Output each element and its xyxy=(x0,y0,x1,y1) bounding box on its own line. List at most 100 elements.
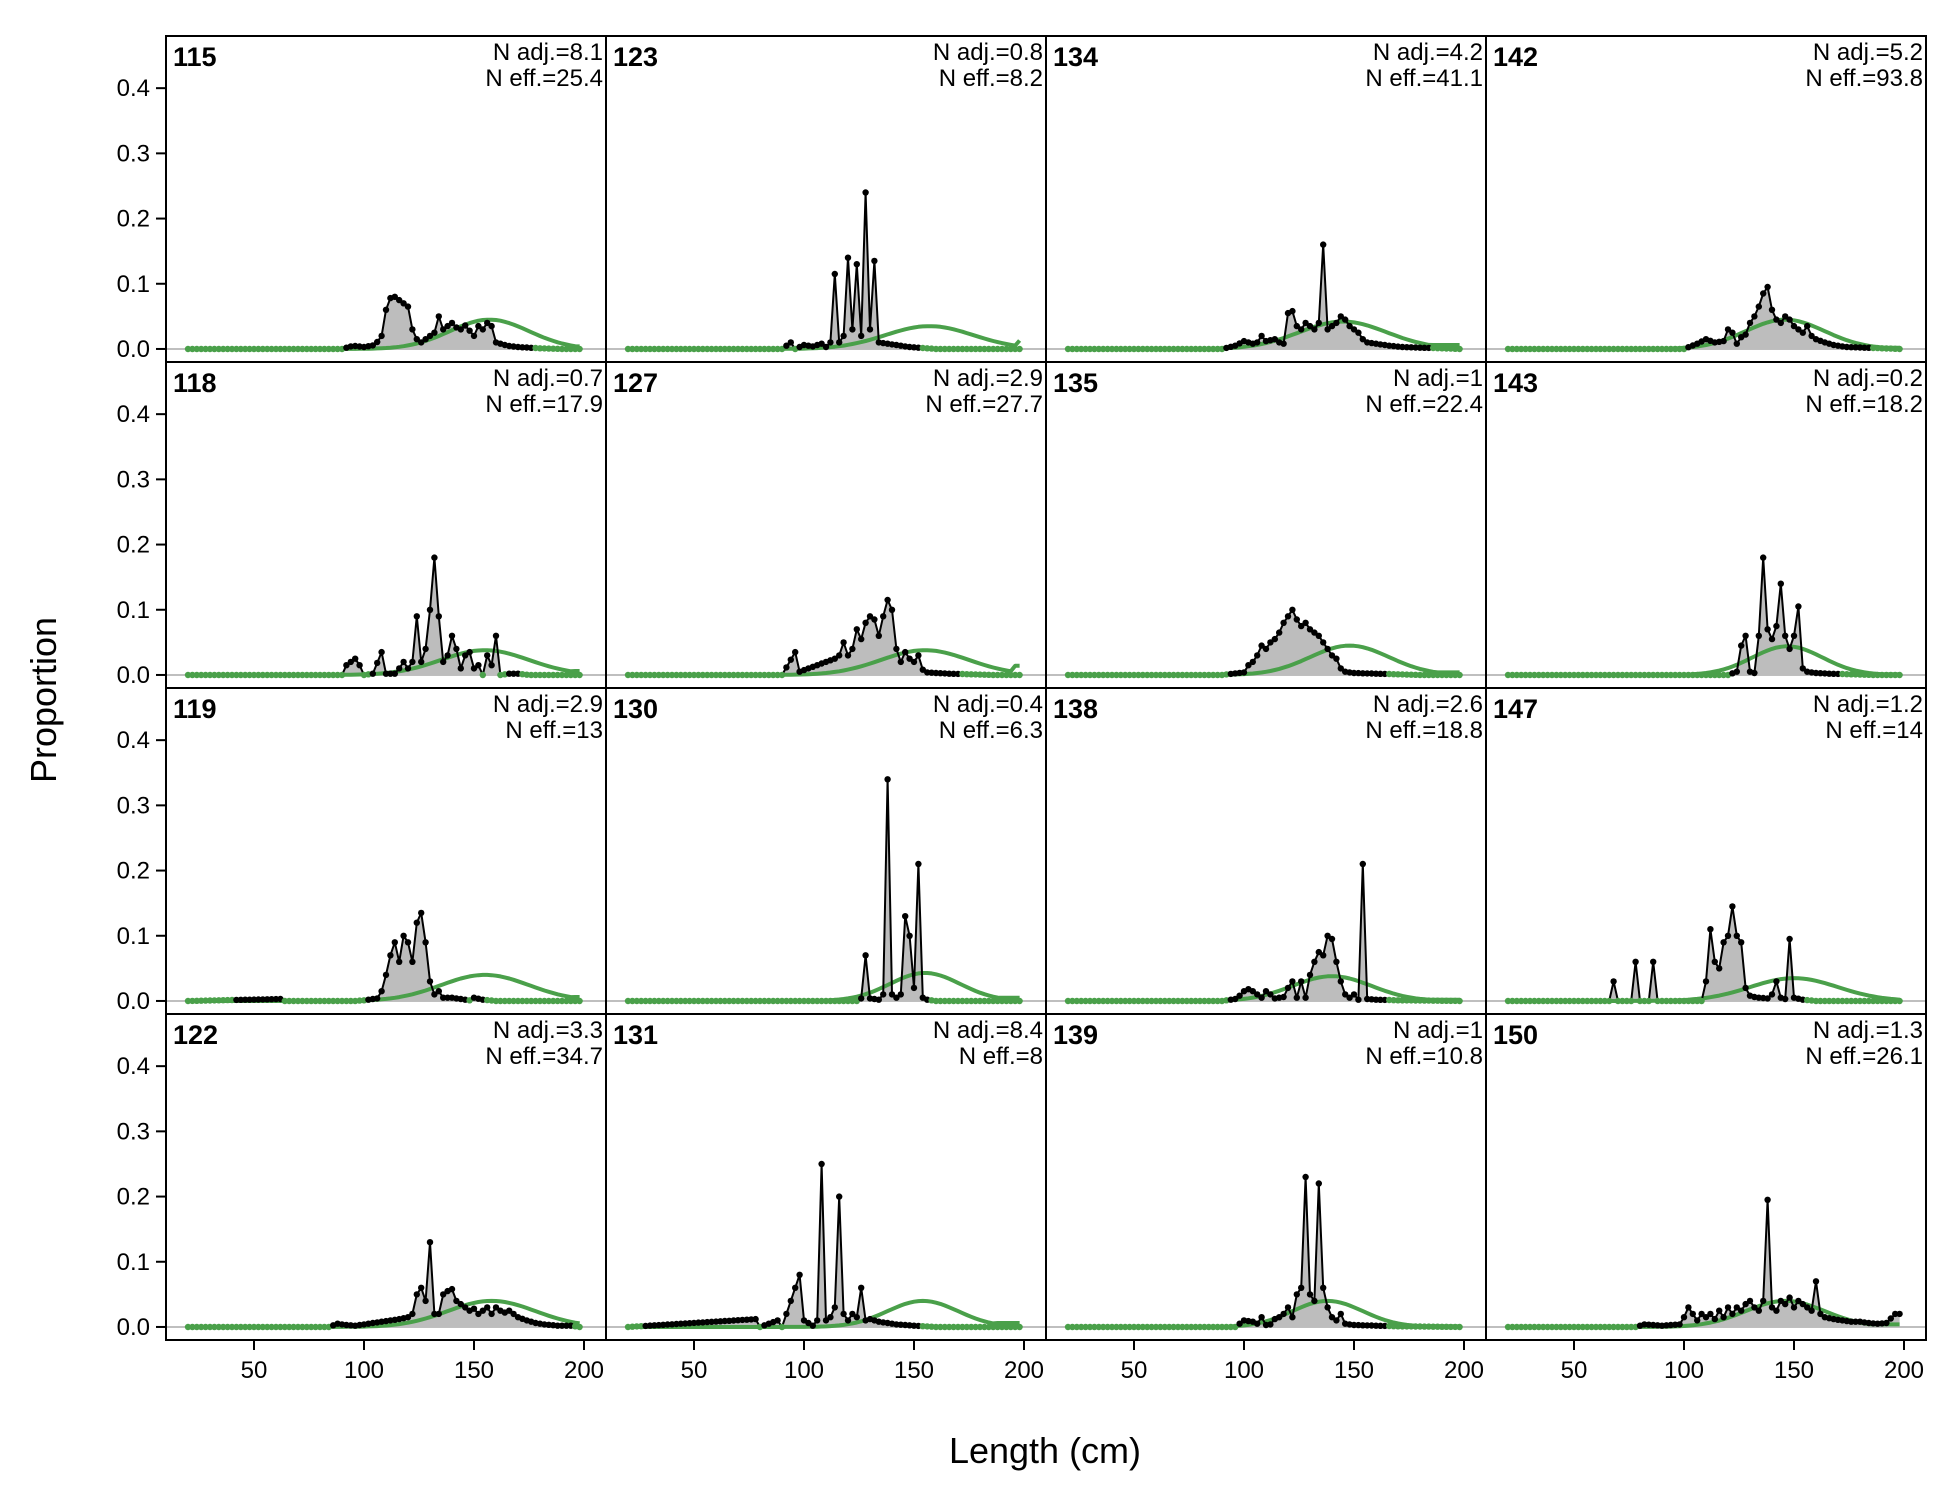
observed-point xyxy=(1566,997,1573,1005)
observed-point xyxy=(1240,669,1248,676)
observed-point xyxy=(1782,313,1789,320)
observed-point xyxy=(303,1323,310,1331)
observed-point xyxy=(858,332,865,340)
observed-point xyxy=(1843,997,1851,1005)
observed-point xyxy=(690,345,698,353)
observed-area xyxy=(1068,864,1460,1001)
observed-point xyxy=(968,997,975,1005)
observed-point xyxy=(1557,997,1565,1005)
observed-point xyxy=(880,991,887,998)
observed-point xyxy=(1232,995,1239,1003)
observed-point xyxy=(1782,995,1789,1003)
observed-point xyxy=(994,1323,1001,1331)
observed-point xyxy=(528,671,535,679)
observed-point xyxy=(1144,671,1151,679)
observed-point xyxy=(734,671,742,679)
observed-point xyxy=(382,306,390,313)
panel-n-adj: N adj.=2.6 xyxy=(1373,691,1483,718)
observed-point xyxy=(1421,1323,1428,1330)
observed-point xyxy=(1161,1323,1169,1331)
observed-point xyxy=(484,1304,491,1311)
observed-point xyxy=(426,332,434,340)
observed-point xyxy=(1716,965,1723,972)
observed-point xyxy=(1526,345,1534,353)
panel-115: 115 N adj.=8.1N eff.=25.4 xyxy=(165,35,607,363)
observed-point xyxy=(1852,1318,1859,1325)
observed-point xyxy=(338,997,346,1005)
observed-area xyxy=(188,1242,580,1327)
observed-point xyxy=(1513,345,1521,353)
observed-point xyxy=(1350,991,1358,998)
observed-point xyxy=(761,671,768,679)
panel-138: 138 N adj.=2.6N eff.=18.8 xyxy=(1045,687,1487,1015)
observed-point xyxy=(743,997,750,1005)
observed-point xyxy=(299,345,306,353)
observed-point xyxy=(721,671,728,679)
observed-point xyxy=(422,336,429,343)
observed-point xyxy=(1548,345,1556,353)
observed-area xyxy=(1068,609,1460,675)
observed-point xyxy=(1254,339,1261,346)
observed-point xyxy=(330,345,337,353)
observed-point xyxy=(281,997,288,1005)
observed-point xyxy=(968,1323,975,1331)
observed-point xyxy=(316,997,324,1005)
observed-point xyxy=(1821,997,1829,1005)
observed-point xyxy=(215,671,222,679)
observed-point xyxy=(1786,1294,1793,1301)
observed-point xyxy=(849,645,856,653)
observed-point xyxy=(730,345,737,353)
observed-point xyxy=(382,670,390,677)
observed-point xyxy=(1179,345,1186,353)
observed-point xyxy=(1548,1323,1556,1331)
observed-point xyxy=(1122,345,1129,353)
observed-point xyxy=(875,996,882,1003)
observed-point xyxy=(998,997,1006,1005)
observed-point xyxy=(1804,1304,1811,1311)
observed-area xyxy=(1508,1199,1900,1327)
observed-point xyxy=(1786,935,1793,943)
observed-point xyxy=(1201,345,1208,353)
observed-point xyxy=(1610,345,1617,353)
observed-point xyxy=(1126,671,1133,679)
observed-point xyxy=(1628,671,1635,679)
observed-point xyxy=(1861,997,1868,1005)
observed-point xyxy=(426,978,434,985)
observed-point xyxy=(910,658,918,666)
observed-point xyxy=(418,658,425,666)
observed-point xyxy=(492,632,500,639)
observed-point xyxy=(1069,671,1076,679)
observed-point xyxy=(1170,671,1177,679)
panel-139: 139 N adj.=1N eff.=10.8 xyxy=(1045,1013,1487,1341)
observed-point xyxy=(506,1307,513,1314)
observed-point xyxy=(1086,997,1094,1005)
observed-point xyxy=(1887,671,1895,679)
observed-points xyxy=(1064,241,1463,353)
observed-point xyxy=(1320,241,1327,248)
observed-point xyxy=(708,345,715,353)
observed-point xyxy=(184,671,192,679)
observed-point xyxy=(629,997,636,1005)
observed-line xyxy=(1508,1198,1900,1328)
observed-point xyxy=(968,345,975,353)
observed-point xyxy=(1333,655,1340,662)
y-tick-label: 0.0 xyxy=(117,336,150,363)
observed-point xyxy=(1302,319,1309,327)
observed-point xyxy=(1161,997,1169,1005)
observed-point xyxy=(638,671,645,679)
observed-point xyxy=(809,1322,816,1329)
observed-point xyxy=(1698,997,1705,1005)
observed-point xyxy=(1597,345,1604,353)
observed-point xyxy=(858,635,865,643)
observed-point xyxy=(726,345,733,353)
observed-point xyxy=(1258,1314,1265,1321)
observed-point xyxy=(761,997,768,1005)
observed-point xyxy=(286,1323,293,1331)
observed-point xyxy=(1522,997,1529,1005)
observed-point xyxy=(1438,1323,1446,1331)
observed-point xyxy=(739,997,746,1005)
observed-point xyxy=(1685,671,1692,679)
observed-point xyxy=(1584,997,1591,1005)
observed-point xyxy=(673,671,680,679)
observed-point xyxy=(646,997,654,1005)
